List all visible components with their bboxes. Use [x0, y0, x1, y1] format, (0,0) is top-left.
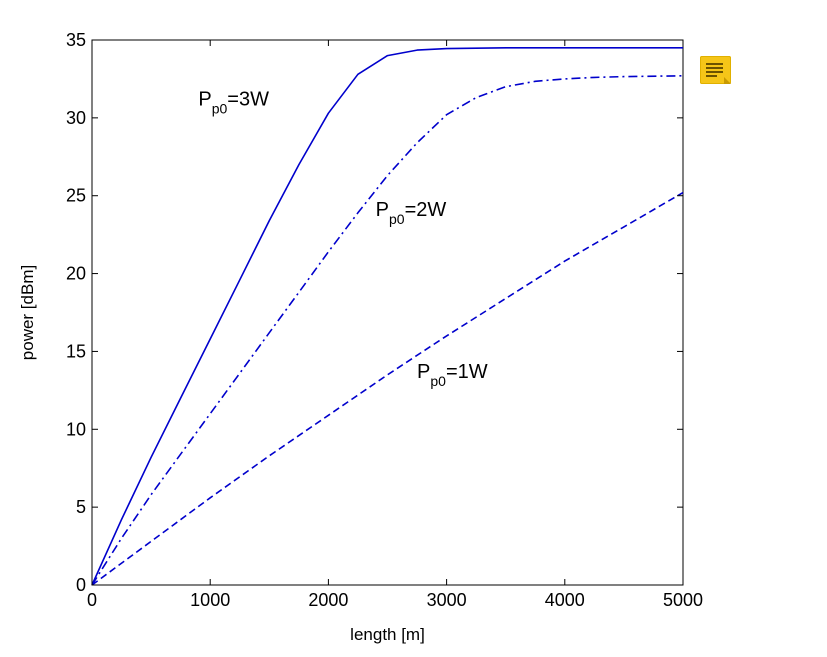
ticks-layer: 0 1000 2000 3000 4000 5000 0 5 10 15 20 25 30 35 — [66, 30, 703, 610]
y-tick-label: 35 — [66, 30, 86, 50]
annotations-layer: Pp0=3W Pp0=2W Pp0=1W — [198, 88, 488, 389]
x-tick-label: 0 — [87, 590, 97, 610]
x-tick-label: 5000 — [663, 590, 703, 610]
y-tick-label: 30 — [66, 108, 86, 128]
y-axis-label: power [dBm] — [18, 265, 37, 360]
x-tick-label: 2000 — [308, 590, 348, 610]
series-annotation-2: Pp0=2W — [376, 199, 447, 227]
y-tick-label: 15 — [66, 341, 86, 361]
plot-frame — [91, 39, 684, 586]
x-tick-label: 4000 — [545, 590, 585, 610]
series-line-1 — [91, 47, 683, 586]
series-line-2 — [91, 75, 684, 586]
series-layer — [91, 47, 684, 586]
x-tick-label: 1000 — [190, 590, 230, 610]
y-tick-label: 10 — [66, 419, 86, 439]
x-axis-label: length [m] — [350, 625, 425, 644]
series-line-3 — [91, 191, 684, 586]
series-annotation-1: Pp0=3W — [198, 88, 269, 116]
x-tick-label: 3000 — [427, 590, 467, 610]
series-annotation-3: Pp0=1W — [417, 361, 488, 389]
plot-area — [91, 39, 684, 586]
y-tick-label: 0 — [76, 575, 86, 595]
y-tick-label: 20 — [66, 264, 86, 284]
note-icon[interactable] — [700, 56, 731, 84]
y-tick-label: 25 — [66, 186, 86, 206]
y-tick-label: 5 — [76, 497, 86, 517]
